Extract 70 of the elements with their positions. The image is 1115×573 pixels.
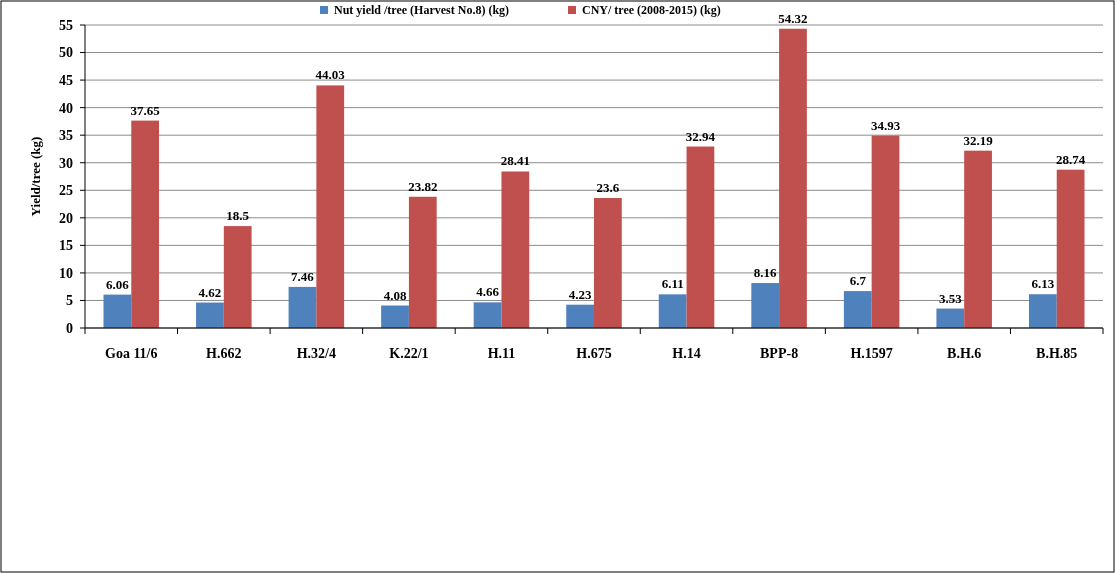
y-tick-label: 20 [59,210,73,226]
x-tick-label: B.H.85 [1036,346,1078,361]
legend-label: CNY/ tree (2008-2015) (kg) [582,3,721,17]
bar [501,171,530,328]
bar [1056,169,1085,328]
y-tick-label: 30 [59,155,73,171]
data-label: 28.74 [1055,151,1086,167]
data-label: 6.11 [661,276,684,292]
y-axis-title: Yield/tree (kg) [28,136,43,217]
bar [408,196,437,328]
x-tick-label: H.32/4 [296,346,336,361]
x-tick-label: BPP-8 [760,346,799,361]
bar [1028,294,1057,328]
data-label: 6.7 [849,273,867,289]
bar [964,150,992,328]
data-label: 6.06 [106,276,130,292]
y-tick-label: 50 [59,45,73,61]
x-tick-label: B.H.6 [947,346,982,361]
data-label: 4.23 [568,286,592,302]
bar [566,304,594,328]
bar [843,291,872,328]
data-label: 4.62 [198,284,222,300]
data-label: 7.46 [291,268,315,284]
data-label: 32.19 [963,132,994,148]
x-tick-label: H.675 [576,346,612,361]
y-tick-label: 5 [66,293,73,309]
y-tick-label: 45 [59,72,73,88]
data-label: 4.08 [383,287,407,303]
y-tick-label: 0 [66,320,73,336]
x-tick-label: H.1597 [850,346,893,361]
bar [288,286,317,328]
data-label: 23.82 [408,178,438,194]
data-label: 23.6 [596,179,620,195]
x-tick-label: H.11 [487,346,516,361]
bar [686,146,715,328]
data-label: 32.94 [685,128,716,144]
legend-label: Nut yield /tree (Harvest No.8) (kg) [334,3,510,17]
x-tick-label: K.22/1 [389,346,429,361]
data-label: 6.13 [1031,276,1055,292]
bar [751,283,780,328]
y-tick-label: 15 [59,238,73,254]
data-label: 8.16 [753,265,778,281]
data-label: 34.93 [870,117,901,133]
data-label: 4.66 [476,284,500,300]
data-label: 54.32 [778,10,808,26]
data-label: 18.5 [226,208,250,224]
y-tick-label: 40 [59,100,73,116]
bar [223,226,252,328]
bar [103,294,132,328]
bar [871,135,900,328]
y-tick-label: 55 [59,17,73,33]
data-label: 28.41 [500,153,530,169]
bar [779,28,807,328]
data-label: 3.53 [938,290,963,306]
bar [594,197,622,328]
bar [131,120,160,328]
bar [381,305,409,328]
bar [196,302,224,328]
y-tick-label: 10 [59,265,73,281]
x-tick-label: Goa 11/6 [105,346,158,361]
x-tick-label: H.14 [672,346,701,361]
bar [473,302,502,328]
bar [936,308,965,328]
data-label: 37.65 [130,102,161,118]
y-tick-label: 35 [59,128,73,144]
y-tick-label: 25 [59,183,73,199]
x-tick-label: H.662 [206,346,242,361]
bar [658,294,687,328]
bar [316,85,345,328]
data-label: 44.03 [315,67,346,83]
